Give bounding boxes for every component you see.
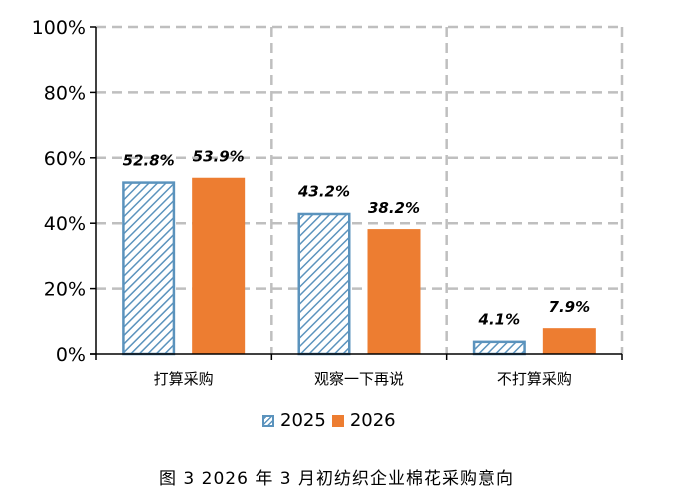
data-label-2026: 38.2%	[368, 199, 420, 217]
legend-item-2025: 2025	[262, 410, 326, 431]
legend-swatch-2026	[331, 414, 344, 427]
figure-caption: 图 3 2026 年 3 月初纺织企业棉花采购意向	[159, 469, 514, 489]
legend: 2025 2026	[262, 410, 402, 431]
legend-label-2025: 2025	[280, 410, 326, 431]
y-tick-label: 0%	[56, 344, 86, 366]
legend-swatch-2025	[262, 414, 274, 427]
legend-item-2026: 2026	[331, 410, 396, 431]
y-tick-label: 40%	[44, 213, 86, 235]
data-label-2026: 53.9%	[193, 148, 245, 166]
category-label: 不打算采购	[497, 370, 572, 388]
bar-2025	[472, 340, 526, 356]
y-tick-label: 80%	[44, 82, 86, 104]
y-tick-label: 20%	[44, 279, 86, 301]
legend-label-2026: 2026	[349, 410, 396, 431]
bar-2026	[192, 177, 246, 354]
bar-2025	[122, 181, 176, 356]
bar-2026	[542, 328, 596, 354]
data-label-2026: 7.9%	[549, 298, 591, 316]
data-label-2025: 52.8%	[123, 151, 175, 169]
data-label-2025: 43.2%	[297, 183, 350, 201]
category-label: 观察一下再说	[314, 370, 404, 388]
y-tick-label: 60%	[44, 148, 86, 170]
data-label-2025: 4.1%	[478, 311, 521, 329]
bar-2025	[297, 212, 351, 356]
bar-2026	[367, 229, 421, 354]
category-label: 打算采购	[154, 370, 214, 388]
bar-chart: 0% 20% 40% 60% 80% 100% 52.8% 53.9% 打算采购 43.2% 38.…	[32, 17, 624, 388]
y-tick-label: 100%	[32, 17, 86, 39]
